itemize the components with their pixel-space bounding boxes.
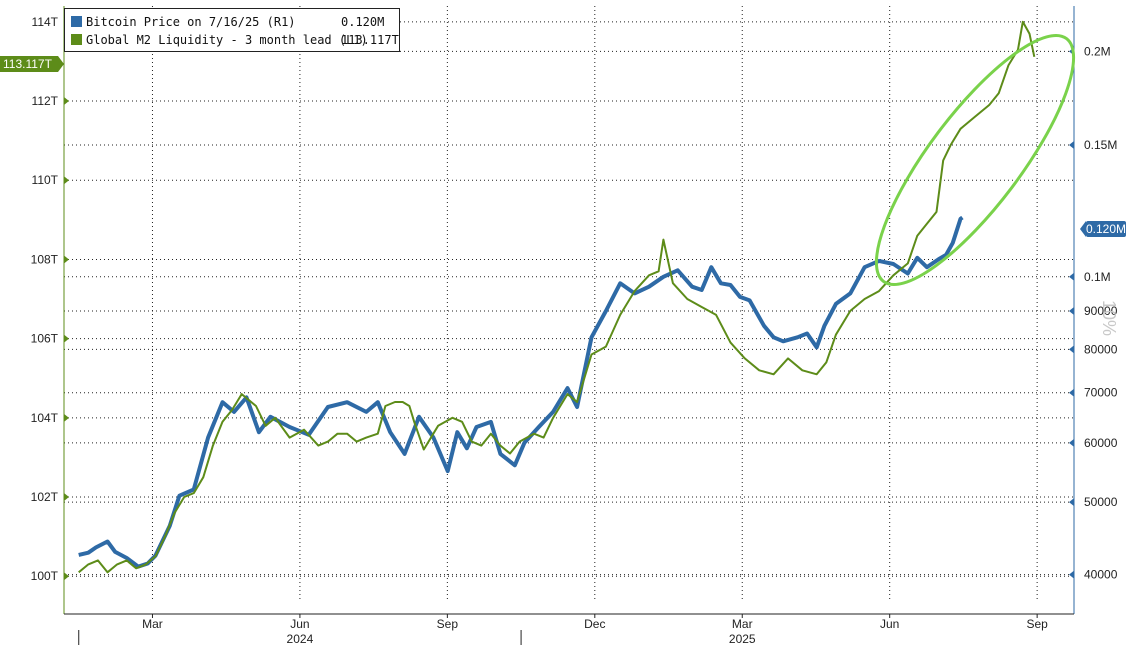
legend-label-btc: Bitcoin Price on 7/16/25 (R1): [86, 15, 296, 29]
btc-price-line: [78, 215, 964, 569]
right-tick-label: 40000: [1084, 568, 1118, 582]
legend-value-m2: 113.117T: [341, 33, 399, 47]
left-tick-marker: [64, 255, 69, 264]
right-tick-marker: [1069, 498, 1074, 507]
right-value-badge-arrow: [1080, 221, 1086, 237]
right-tick-marker: [1069, 570, 1074, 579]
m2-liquidity-line: [78, 20, 1036, 574]
left-tick-label: 104T: [31, 411, 59, 425]
right-tick-marker: [1069, 438, 1074, 447]
left-value-badge: [0, 56, 58, 72]
right-tick-label: 0.1M: [1084, 270, 1111, 284]
right-tick-marker: [1069, 345, 1074, 354]
left-value-badge-text: 113.117T: [3, 57, 53, 71]
grid-lines: [64, 6, 1074, 600]
left-value-badge-arrow: [58, 56, 64, 72]
left-tick-label: 100T: [31, 569, 59, 583]
left-tick-marker: [64, 572, 69, 581]
right-value-badge: [1086, 221, 1126, 237]
legend-item-btc: Bitcoin Price on 7/16/25 (R1) 0.120M: [71, 14, 384, 30]
watermark: 10%: [1099, 300, 1119, 336]
x-year-label: 2024: [287, 632, 314, 645]
highlight-ellipse: [874, 33, 1076, 287]
right-tick-label: 60000: [1084, 436, 1118, 450]
x-year-label: 2025: [729, 632, 756, 645]
right-value-badge-text: 0.120M: [1086, 222, 1126, 236]
axes: 100T 102T 104T 106T 108T 110T 112T 114T 40000 500…: [31, 6, 1118, 645]
x-tick-label: Dec: [584, 617, 605, 631]
right-tick-label: 70000: [1084, 386, 1118, 400]
left-tick-label: 112T: [32, 94, 59, 108]
right-tick-marker: [1069, 140, 1074, 149]
x-tick-label: Sep: [437, 617, 459, 631]
right-tick-label: 0.2M: [1084, 44, 1111, 58]
left-tick-marker: [64, 176, 69, 185]
right-tick-marker: [1069, 272, 1074, 281]
legend-item-m2: Global M2 Liquidity - 3 month lead (L1) …: [71, 32, 399, 48]
legend-swatch-m2: [71, 34, 82, 45]
legend-value-btc: 0.120M: [341, 15, 385, 29]
x-tick-label: Jun: [880, 617, 899, 631]
left-tick-label: 114T: [32, 15, 59, 29]
x-tick-label: Mar: [732, 617, 753, 631]
legend-label-m2: Global M2 Liquidity - 3 month lead (L1): [86, 33, 368, 47]
left-tick-label: 110T: [32, 173, 59, 187]
left-tick-label: 106T: [31, 332, 59, 346]
left-tick-marker: [64, 493, 69, 502]
legend: Bitcoin Price on 7/16/25 (R1) 0.120M Glo…: [64, 8, 400, 52]
value-badges: 113.117T 0.120M: [0, 56, 1126, 237]
right-tick-label: 0.15M: [1084, 138, 1117, 152]
right-tick-label: 80000: [1084, 342, 1118, 356]
x-tick-label: Sep: [1026, 617, 1048, 631]
x-tick-label: Jun: [290, 617, 309, 631]
left-tick-marker: [64, 334, 69, 343]
right-tick-label: 50000: [1084, 495, 1118, 509]
left-tick-label: 108T: [31, 252, 59, 266]
x-tick-label: Mar: [142, 617, 163, 631]
left-tick-label: 102T: [31, 490, 59, 504]
right-tick-marker: [1069, 307, 1074, 316]
left-tick-marker: [64, 97, 69, 106]
right-tick-label: 90000: [1084, 304, 1118, 318]
right-tick-marker: [1069, 388, 1074, 397]
series-lines: [78, 20, 1036, 574]
left-tick-marker: [64, 413, 69, 422]
legend-swatch-btc: [71, 16, 82, 27]
